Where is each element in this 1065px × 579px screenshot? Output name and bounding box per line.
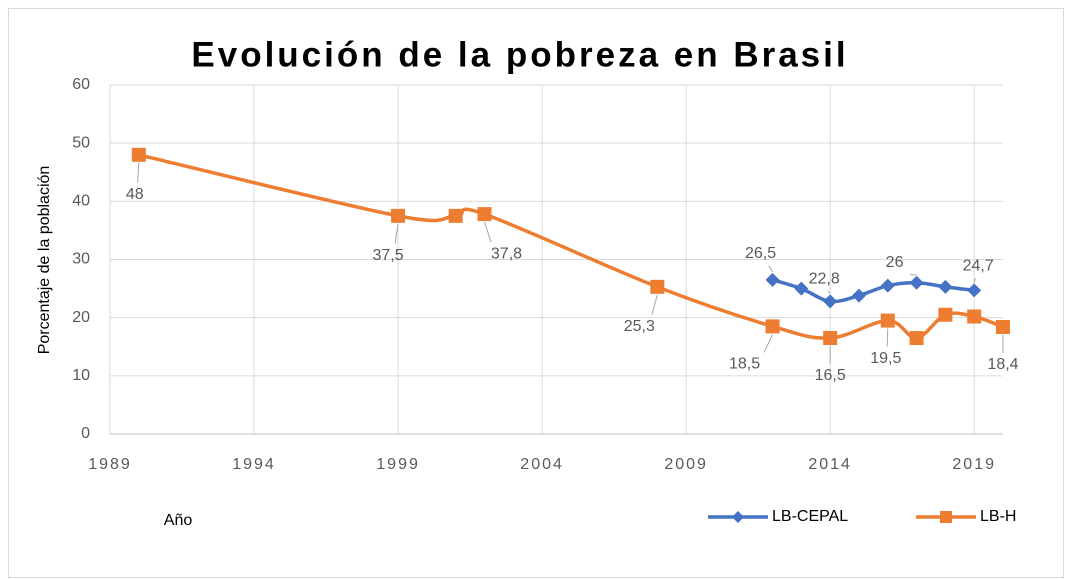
y-axis-label: Porcentaje de la población [36,166,53,355]
data-label: 26 [886,254,904,271]
marker [880,278,895,293]
x-axis-label: Año [164,512,193,529]
marker [823,331,838,346]
marker [477,207,492,222]
leader-line [886,328,889,347]
leader-line [973,278,976,283]
data-label: 16,5 [815,367,846,384]
x-tick-label: 2014 [808,456,852,473]
marker [996,319,1010,334]
y-tick-label: 0 [81,425,90,442]
y-tick-label: 20 [72,309,90,326]
x-tick-label: 1989 [88,456,132,473]
data-label: 48 [126,186,144,203]
data-label: 37,8 [491,245,522,262]
leader-line [827,291,831,294]
marker [823,294,838,309]
leader-line [484,221,492,243]
data-label: 24,7 [963,258,994,275]
marker [938,307,953,322]
marker [967,309,982,324]
marker [909,275,924,290]
y-tick-label: 10 [72,367,90,384]
chart-border [8,8,1064,578]
marker [448,208,463,223]
leader-line [763,334,774,353]
x-tick-label: 2009 [664,456,708,473]
marker [765,319,780,334]
marker [967,283,982,298]
marker [391,208,406,223]
leader-line [137,162,140,183]
leader-line [768,265,773,273]
x-tick-label: 1994 [232,456,276,473]
data-label: 25,3 [624,318,655,335]
data-label: 26,5 [745,245,776,262]
legend-label: LB-H [980,508,1016,525]
marker [794,281,809,296]
data-label: 18,5 [729,356,760,373]
chart-title: Evolución de la pobreza en Brasil [191,35,848,74]
leader-line [651,294,658,315]
marker [765,272,780,287]
legend-marker [732,511,744,523]
y-tick-label: 30 [72,251,90,268]
data-label: 37,5 [372,247,403,264]
leader-line [394,223,399,244]
y-tick-label: 60 [72,76,90,93]
data-label: 18,4 [987,356,1018,373]
y-tick-label: 40 [72,193,90,210]
x-tick-label: 2004 [520,456,564,473]
legend-label: LB-CEPAL [772,508,848,525]
marker [880,313,895,328]
data-label: 22,8 [809,271,840,288]
legend-marker [940,511,952,523]
marker [131,147,146,162]
marker [650,279,665,294]
marker [909,331,924,346]
y-tick-label: 50 [72,134,90,151]
marker [938,279,953,294]
x-tick-label: 1999 [376,456,420,473]
data-label: 19,5 [870,350,901,367]
x-tick-label: 2019 [952,456,996,473]
marker [851,288,866,303]
